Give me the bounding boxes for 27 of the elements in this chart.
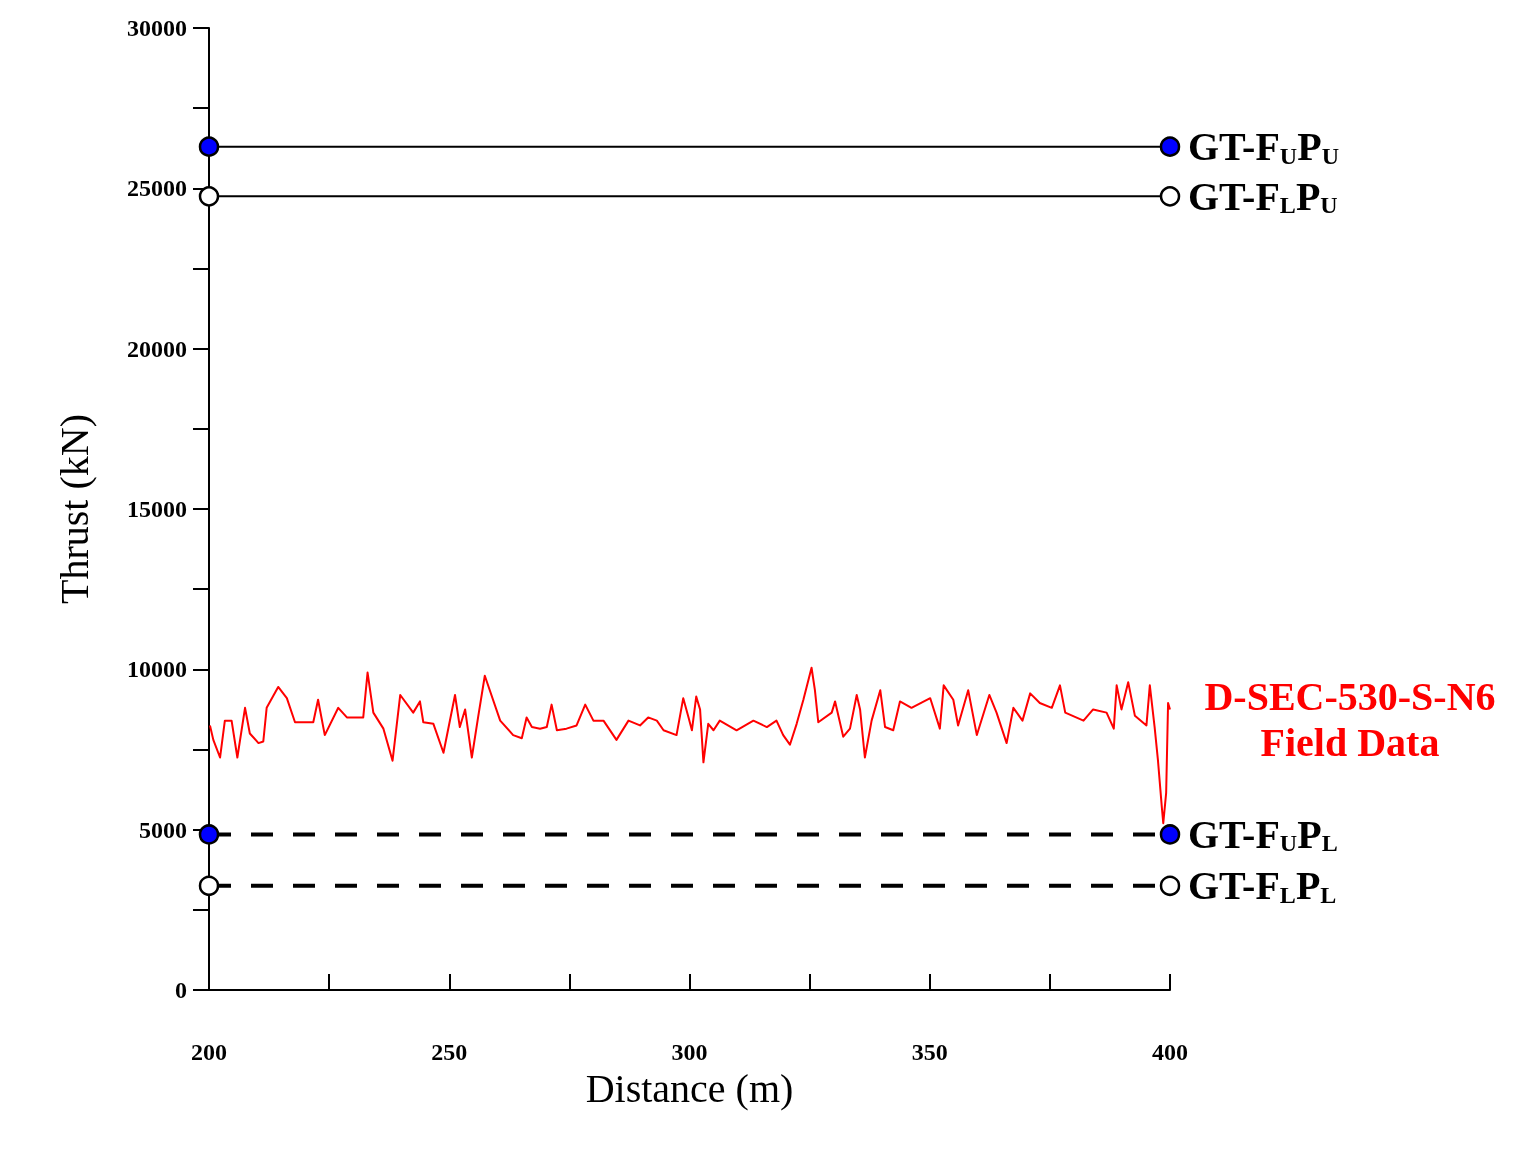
point — [1159, 875, 1181, 897]
y-tick-label: 10000 — [127, 656, 187, 683]
y-tick-label: 25000 — [127, 175, 187, 202]
x-tick-label: 400 — [1152, 1039, 1188, 1065]
y-tick-label: 15000 — [127, 496, 187, 522]
x-tick-label: 300 — [671, 1039, 708, 1065]
y-tick-label: 30000 — [127, 15, 187, 41]
x-axis-title: Distance (m) — [585, 1066, 794, 1112]
series-label: D-SEC-530-S-N6 Field Data — [1204, 673, 1496, 765]
y-tick-label: 5000 — [139, 816, 187, 843]
point — [198, 136, 220, 157]
y-tick-label: 0 — [175, 977, 187, 1003]
series-label: GT-FUPU — [1188, 124, 1339, 170]
y-tick-label: 20000 — [127, 335, 187, 362]
y-axis-title: Thrust (kN) — [51, 414, 97, 604]
x-tick-label: 200 — [191, 1039, 227, 1065]
point — [1159, 136, 1181, 157]
point — [198, 824, 220, 845]
point — [1159, 824, 1181, 845]
series-label: GT-FLPL — [1188, 863, 1337, 909]
series-label: GT-FLPU — [1188, 173, 1338, 219]
x-tick-label: 250 — [431, 1039, 468, 1065]
point — [198, 875, 220, 897]
point — [1159, 186, 1181, 207]
x-tick-label: 350 — [911, 1039, 948, 1065]
point — [198, 186, 220, 207]
series-label: GT-FUPL — [1188, 811, 1338, 857]
